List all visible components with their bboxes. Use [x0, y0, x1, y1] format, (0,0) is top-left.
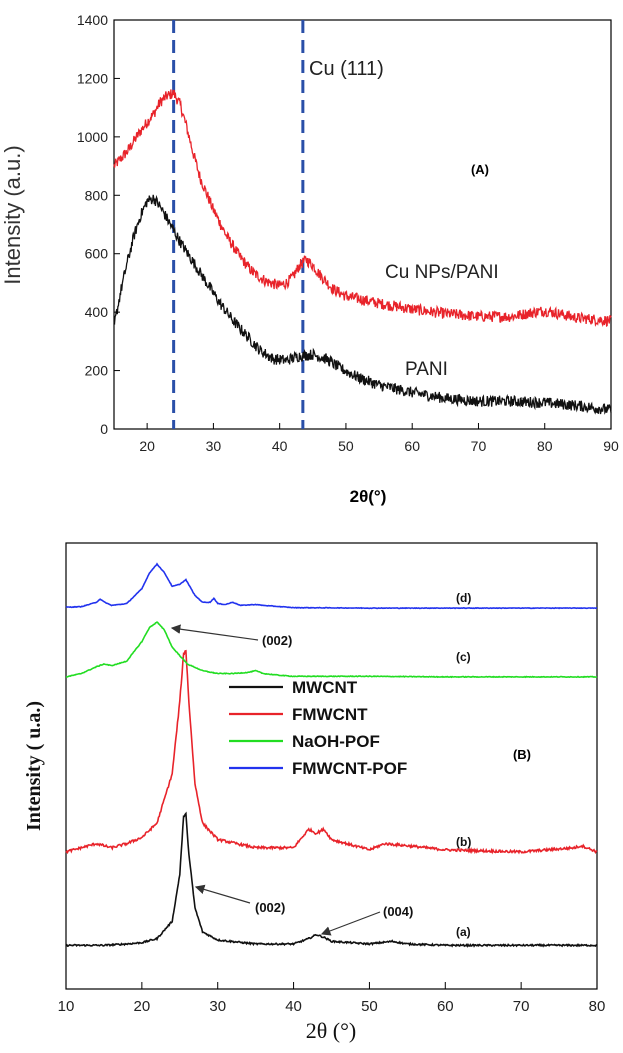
b-x-tick-label-50: 50	[361, 998, 378, 1015]
legend-label-fmwcnt: FMWCNT	[292, 705, 368, 724]
b-x-tick-label-70: 70	[513, 998, 530, 1015]
panel-b-legend: MWCNT FMWCNT NaOH-POF FMWCNT-POF	[229, 678, 407, 778]
legend-label-fmwcnt-pof: FMWCNT-POF	[292, 759, 407, 778]
annotation-002-mwcnt: (002)	[255, 900, 285, 915]
arrow-002-mwcnt	[194, 884, 251, 904]
panel-a-label: (A)	[471, 162, 489, 177]
legend-label-mwcnt: MWCNT	[292, 678, 358, 697]
panel-a-x-axis-title: 2θ(°)	[350, 487, 387, 506]
arrow-002-naoh-pof	[170, 624, 259, 641]
series-line-naoh-pof	[66, 621, 598, 679]
x-tick-label-50: 50	[338, 438, 354, 454]
panel-b-plot-frame	[65, 542, 598, 990]
y-tick-label-0: 0	[100, 421, 108, 437]
panel-b-label: (B)	[513, 747, 531, 762]
series-line-fmwcnt	[65, 649, 598, 855]
x-tick-label-90: 90	[603, 438, 619, 454]
series-line-fmwcnt-pof	[65, 562, 598, 610]
x-tick-label-30: 30	[206, 438, 222, 454]
series-line-pani	[113, 194, 612, 415]
x-tick-label-80: 80	[537, 438, 553, 454]
panel-b: 10 20 30 40 50 60 70 80 Intensity ( u.a.) 2θ (°…	[23, 542, 606, 1043]
curve-label-b: (b)	[456, 835, 471, 849]
legend-label-naoh-pof: NaOH-POF	[292, 732, 380, 751]
curve-label-a: (a)	[456, 925, 471, 939]
b-x-tick-label-60: 60	[437, 998, 454, 1015]
y-tick-label-1000: 1000	[77, 129, 108, 145]
b-x-tick-label-20: 20	[134, 998, 151, 1015]
panel-a-plot-frame	[113, 19, 612, 430]
series-label-pani: PANI	[405, 359, 448, 380]
y-tick-label-1200: 1200	[77, 70, 108, 86]
series-line-mwcnt	[65, 811, 598, 948]
x-tick-label-40: 40	[272, 438, 288, 454]
b-x-tick-label-30: 30	[209, 998, 226, 1015]
y-tick-label-400: 400	[85, 304, 109, 320]
panel-b-y-axis-title: Intensity ( u.a.)	[23, 701, 45, 831]
arrow-004-mwcnt	[320, 911, 381, 936]
y-tick-label-800: 800	[85, 187, 109, 203]
series-label-cu-nps-pani: Cu NPs/PANI	[385, 262, 499, 283]
y-tick-label-200: 200	[85, 363, 109, 379]
x-tick-label-70: 70	[471, 438, 487, 454]
b-x-tick-label-80: 80	[589, 998, 606, 1015]
x-tick-label-20: 20	[139, 438, 155, 454]
b-x-tick-label-10: 10	[58, 998, 75, 1015]
y-tick-label-1400: 1400	[77, 12, 108, 28]
curve-label-c: (c)	[456, 650, 471, 664]
x-tick-label-60: 60	[404, 438, 420, 454]
panel-a: 20 30 40 50 60 70 80 90 0 200 400 600 800 1000 1200 14…	[0, 12, 619, 506]
annotation-002-naoh-pof: (002)	[262, 633, 292, 648]
panel-b-x-axis-title: 2θ (°)	[306, 1018, 357, 1043]
annotation-004-mwcnt: (004)	[383, 904, 413, 919]
cu-111-reference-label: Cu (111)	[309, 58, 384, 80]
y-tick-label-600: 600	[85, 246, 109, 262]
series-line-cu-nps-pani	[113, 89, 612, 328]
b-x-tick-label-40: 40	[285, 998, 302, 1015]
panel-a-y-axis-title: Intensity (a.u.)	[0, 145, 25, 284]
curve-label-d: (d)	[456, 591, 471, 605]
